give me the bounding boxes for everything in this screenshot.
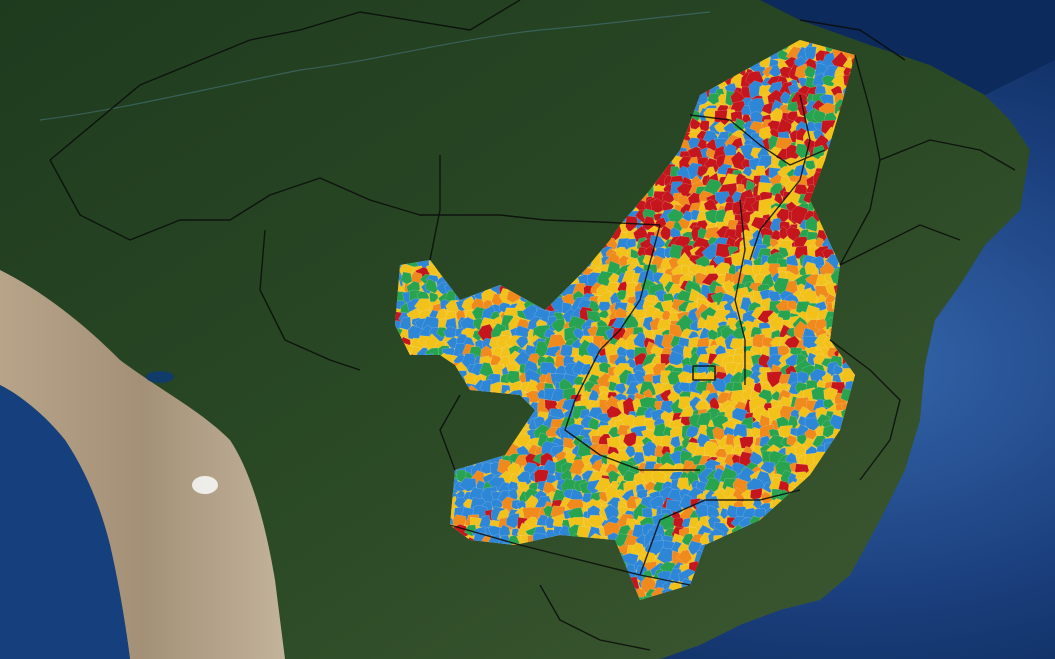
municipality-cell: [703, 440, 720, 458]
border-line-3: [429, 155, 441, 261]
municipality-cell: [771, 390, 781, 401]
municipality-cell: [506, 513, 520, 529]
border-line-13: [639, 489, 801, 576]
municipality-cell: [689, 117, 703, 130]
municipality-cell: [660, 434, 675, 448]
border-line-11: [829, 339, 901, 481]
municipality-cell: [704, 157, 720, 173]
amazon-river: [39, 11, 711, 121]
municipality-cell: [830, 72, 846, 87]
municipality-cell: [614, 382, 627, 395]
pacific-ocean-area: [0, 385, 130, 659]
municipality-cell: [515, 336, 529, 350]
municipality-cell: [786, 434, 797, 447]
municipality-cell: [588, 389, 600, 402]
municipality-cell: [779, 239, 794, 252]
municipality-cell: [625, 238, 636, 248]
municipality-cell: [759, 461, 776, 474]
municipality-cell: [823, 387, 839, 403]
municipality-cell: [625, 380, 643, 396]
municipality-cell: [703, 477, 722, 493]
municipality-cell: [598, 309, 609, 319]
municipality-cell: [616, 289, 627, 301]
border-line-17: [799, 19, 906, 61]
municipality-cell: [676, 549, 693, 565]
border-line-10: [839, 224, 961, 266]
border-line-6: [734, 199, 746, 385]
municipality-cell: [769, 238, 780, 249]
municipality-cell: [833, 364, 845, 376]
municipality-cell: [731, 407, 749, 422]
municipality-cell: [519, 481, 529, 491]
municipality-cell: [681, 328, 692, 339]
municipality-cell: [400, 271, 413, 285]
municipality-cell: [650, 198, 664, 213]
municipality-cell: [516, 471, 532, 486]
border-line-5: [689, 114, 826, 166]
municipality-cell: [632, 542, 645, 556]
municipality-cell: [823, 398, 835, 409]
municipality-cell: [429, 291, 439, 302]
municipality-cell: [660, 299, 674, 313]
border-line-4: [564, 224, 700, 471]
municipality-cell: [787, 300, 799, 310]
municipality-cell: [822, 424, 837, 438]
andes-region: [0, 270, 285, 659]
municipality-cell: [678, 218, 691, 230]
municipality-cell: [443, 326, 458, 339]
municipality-cell: [696, 165, 710, 178]
municipality-cell: [643, 418, 659, 431]
municipality-cell: [633, 451, 645, 465]
municipality-cell: [688, 517, 699, 529]
border-line-15: [259, 229, 361, 371]
municipality-cell: [804, 160, 816, 171]
municipality-cell: [804, 215, 819, 232]
municipality-cell: [804, 428, 817, 440]
municipality-cell: [794, 444, 807, 456]
municipality-cell: [804, 45, 817, 60]
municipality-cell: [719, 507, 729, 520]
border-line-14: [539, 584, 651, 651]
municipality-cell: [622, 431, 641, 448]
municipality-cell: [607, 426, 621, 438]
municipality-cell: [742, 166, 753, 177]
municipality-cell: [851, 53, 855, 71]
municipality-cell: [399, 316, 412, 331]
municipality-cell: [736, 183, 745, 194]
municipality-cell: [761, 101, 775, 115]
municipality-cell: [777, 49, 790, 61]
border-line-16: [439, 394, 461, 471]
border-line-2: [49, 159, 661, 241]
municipality-cell: [668, 350, 685, 366]
municipality-cell: [762, 66, 773, 78]
municipality-cell: [545, 426, 558, 438]
municipality-cell: [786, 111, 799, 122]
state-borders: [49, 0, 1016, 651]
municipality-cell: [707, 92, 720, 105]
municipality-cell: [682, 345, 695, 359]
municipality-cell: [587, 514, 605, 528]
border-line-7: [749, 94, 811, 261]
salt-flat: [192, 476, 218, 494]
municipality-cell: [424, 278, 439, 294]
municipality-cell: [757, 309, 776, 324]
municipality-cell: [840, 388, 852, 402]
border-line-9: [879, 139, 1016, 171]
municipality-cell: [739, 211, 755, 225]
municipality-cell: [641, 215, 656, 231]
federal-district-outline: [692, 365, 716, 381]
north-atlantic-coast: [760, 0, 1055, 95]
municipality-cell: [458, 477, 477, 492]
municipality-cell: [662, 190, 676, 204]
border-line-1: [49, 0, 521, 161]
lake-titicaca: [146, 371, 174, 383]
border-line-12: [449, 524, 691, 586]
municipality-cell: [779, 66, 792, 79]
municipality-cell: [723, 279, 735, 294]
